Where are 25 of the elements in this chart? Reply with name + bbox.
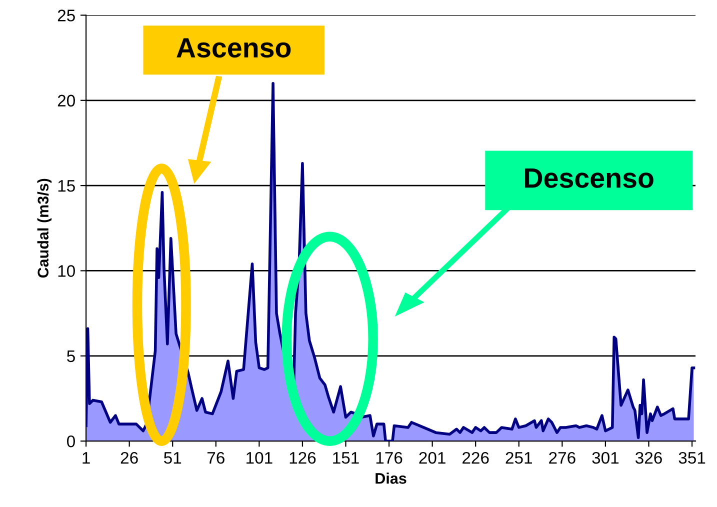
x-axis-title: Dias — [376, 472, 406, 484]
x-tick-label: 1 — [82, 452, 90, 464]
annotation: Ascenso — [176, 38, 291, 58]
y-tick-label: 25 — [58, 10, 75, 22]
x-tick-label: 151 — [333, 452, 359, 464]
x-tick-label: 276 — [549, 452, 576, 464]
y-tick-label: 5 — [67, 350, 75, 362]
x-tick-label: 226 — [462, 452, 489, 464]
x-tick-label: 351 — [678, 452, 706, 464]
x-tick-label: 326 — [635, 452, 662, 464]
x-tick-label: 101 — [246, 452, 272, 464]
x-tick-label: 126 — [290, 452, 316, 464]
annotation: Descenso — [525, 168, 654, 188]
x-tick-label: 51 — [164, 452, 182, 464]
x-tick-label: 176 — [376, 452, 402, 464]
x-tick-label: 76 — [207, 452, 224, 464]
y-tick-label: 15 — [58, 180, 75, 192]
x-tick-label: 201 — [419, 452, 446, 464]
y-tick-label: 10 — [58, 265, 75, 277]
x-tick-label: 301 — [592, 452, 619, 464]
x-tick-label: 251 — [506, 452, 532, 464]
x-tick-label: 26 — [120, 452, 138, 464]
y-tick-label: 20 — [58, 94, 75, 107]
y-tick-label: 0 — [67, 435, 75, 448]
y-axis-title: Caudal (m3/s) — [37, 178, 52, 278]
